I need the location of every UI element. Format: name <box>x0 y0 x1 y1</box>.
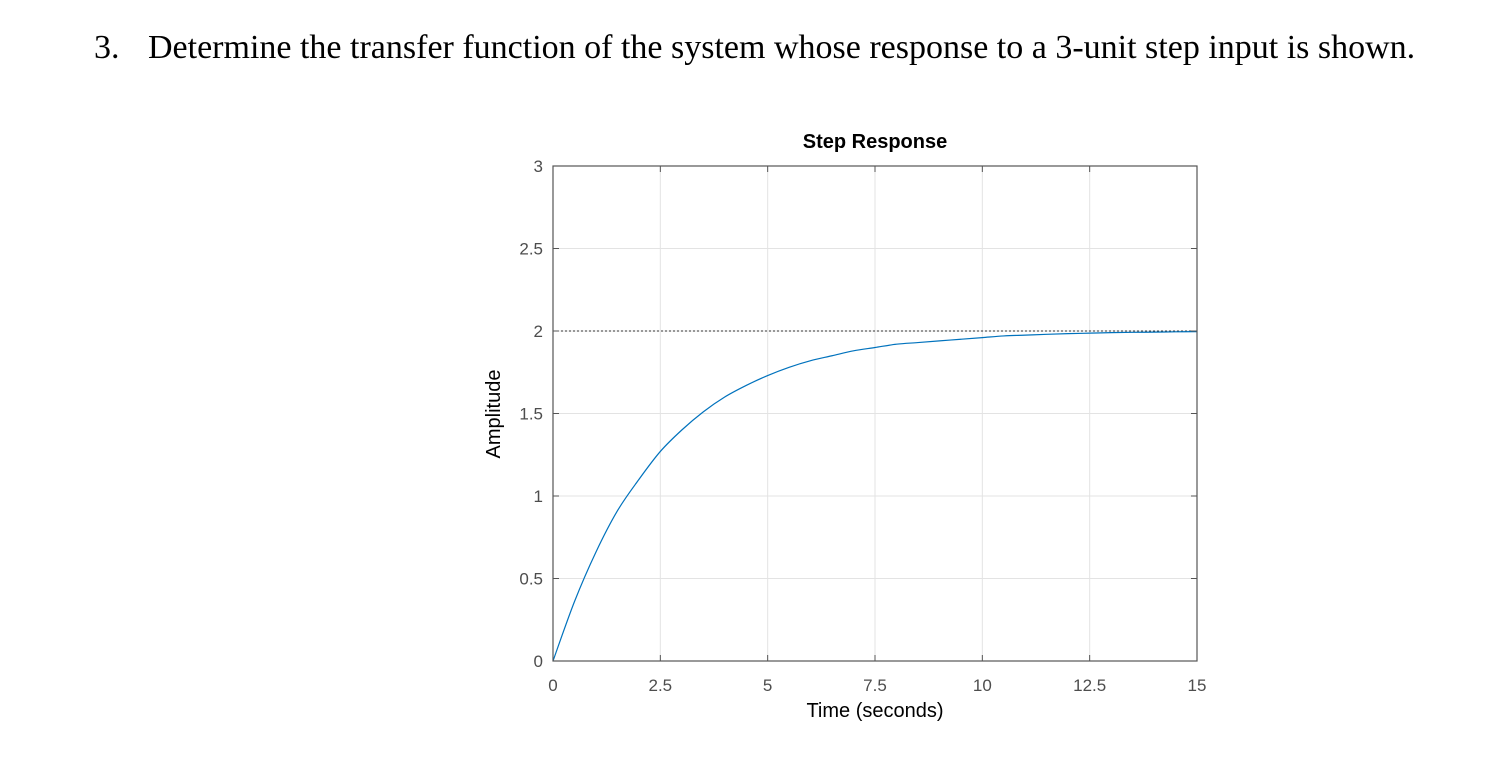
y-axis-label: Amplitude <box>483 370 505 459</box>
x-tick-label: 7.5 <box>863 676 887 695</box>
series-line <box>552 331 1198 662</box>
x-tick-label: 15 <box>1188 676 1207 695</box>
y-tick-label: 1.5 <box>519 405 543 424</box>
ticks <box>552 165 1198 662</box>
chart-title: Step Response <box>803 131 947 153</box>
problem-statement: 3. Determine the transfer function of the… <box>94 24 1415 72</box>
y-tick-label: 1 <box>534 487 543 506</box>
y-tick-label: 2.5 <box>519 240 543 259</box>
tick-labels: 0 2.5 5 7.5 10 12.5 15 0 0.5 1 1.5 2 2.5 3 <box>519 157 1206 695</box>
x-tick-label: 0 <box>548 676 557 695</box>
x-tick-label: 5 <box>763 676 772 695</box>
problem-number: 3. <box>94 29 120 66</box>
problem-text: Determine the transfer function of the s… <box>148 29 1416 66</box>
y-tick-label: 0.5 <box>519 570 543 589</box>
x-tick-label: 10 <box>973 676 992 695</box>
y-tick-label: 2 <box>534 322 543 341</box>
x-tick-label: 2.5 <box>649 676 673 695</box>
x-axis-label: Time (seconds) <box>806 700 943 722</box>
x-tick-label: 12.5 <box>1073 676 1106 695</box>
y-tick-label: 3 <box>534 157 543 176</box>
y-tick-label: 0 <box>534 652 543 671</box>
